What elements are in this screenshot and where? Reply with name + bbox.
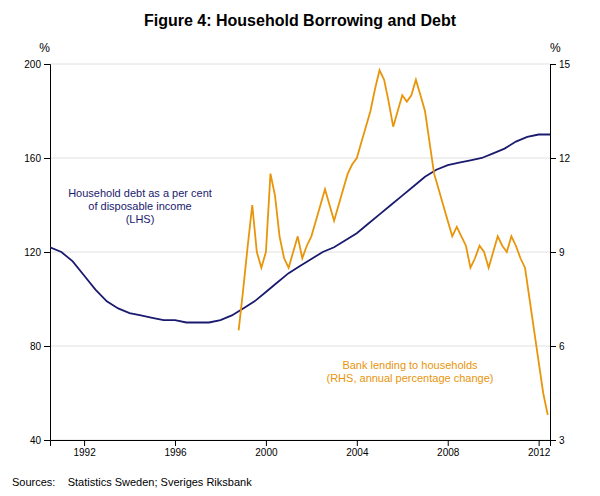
tick-label: 80 [30, 341, 42, 352]
axis-line [51, 441, 551, 447]
axis-xticks: 1992 1996 2000 2004 2008 2012 [51, 440, 551, 458]
axis-yticks: 40 80 120 160 200 [24, 59, 50, 446]
tick: 2004 [346, 440, 369, 458]
tick: 2000 [255, 440, 278, 458]
tick: 40 [30, 435, 50, 446]
tick-mark [539, 440, 540, 446]
tick-label: 9 [559, 247, 565, 258]
axis-y2ticks: 3 6 9 12 15 [550, 59, 571, 446]
tick-mark [44, 64, 50, 65]
tick: 15 [550, 59, 571, 70]
chart: 1992 1996 2000 2004 2008 2012 40 80 120 160 200 3 6 9… [0, 0, 600, 496]
series-line [50, 135, 550, 323]
tick-mark [44, 158, 50, 159]
tick-mark [550, 346, 556, 347]
annotation: Bank lending to households(RHS, annual p… [327, 359, 494, 384]
tick-label: 40 [30, 435, 42, 446]
tick: 120 [24, 247, 50, 258]
tick-label: 200 [24, 59, 41, 70]
tick-label: 2008 [437, 447, 460, 458]
annotation-line: (LHS) [126, 213, 155, 225]
annotation-line: of disposable income [88, 200, 191, 212]
tick: 200 [24, 59, 50, 70]
tick-label: 15 [559, 59, 571, 70]
tick-label: 3 [559, 435, 565, 446]
axis-line [44, 65, 51, 441]
tick-label: 2012 [528, 447, 551, 458]
y2-axis-label: % [550, 41, 561, 55]
tick-label: 6 [559, 341, 565, 352]
annotation: Household debt as a per centof disposabl… [68, 187, 212, 225]
tick-mark [175, 440, 176, 446]
tick-mark [448, 440, 449, 446]
tick-mark [550, 440, 556, 441]
tick: 80 [30, 341, 50, 352]
tick: 12 [550, 153, 571, 164]
annotation-line: Household debt as a per cent [68, 187, 212, 199]
y-axis-label: % [39, 41, 50, 55]
tick-label: 12 [559, 153, 571, 164]
tick: 1996 [164, 440, 187, 458]
grid [50, 64, 550, 440]
tick-mark [357, 440, 358, 446]
tick-mark [44, 440, 50, 441]
axis-line [551, 65, 557, 441]
series-line [239, 70, 548, 415]
tick-label: 160 [24, 153, 41, 164]
tick: 9 [550, 247, 565, 258]
title: Figure 4: Household Borrowing and Debt [144, 12, 457, 29]
tick-mark [550, 158, 556, 159]
plot-area [50, 70, 550, 415]
tick-label: 1992 [73, 447, 96, 458]
tick-label: 2004 [346, 447, 369, 458]
tick-mark [84, 440, 85, 446]
tick-mark [44, 252, 50, 253]
tick-label: 1996 [164, 447, 187, 458]
tick: 3 [550, 435, 565, 446]
grid-line [50, 346, 550, 347]
grid-line [50, 64, 550, 65]
tick-mark [266, 440, 267, 446]
grid-line [50, 158, 550, 159]
tick-mark [550, 64, 556, 65]
tick: 6 [550, 341, 565, 352]
tick-mark [550, 252, 556, 253]
tick: 2012 [528, 440, 551, 458]
tick: 160 [24, 153, 50, 164]
tick: 1992 [73, 440, 96, 458]
tick-mark [44, 346, 50, 347]
annotation-line: Bank lending to households [342, 359, 478, 371]
tick: 2008 [437, 440, 460, 458]
annotation-line: (RHS, annual percentage change) [327, 372, 494, 384]
tick-label: 2000 [255, 447, 278, 458]
tick-label: 120 [24, 247, 41, 258]
source: Sources: Statistics Sweden; Sveriges Rik… [12, 476, 252, 488]
